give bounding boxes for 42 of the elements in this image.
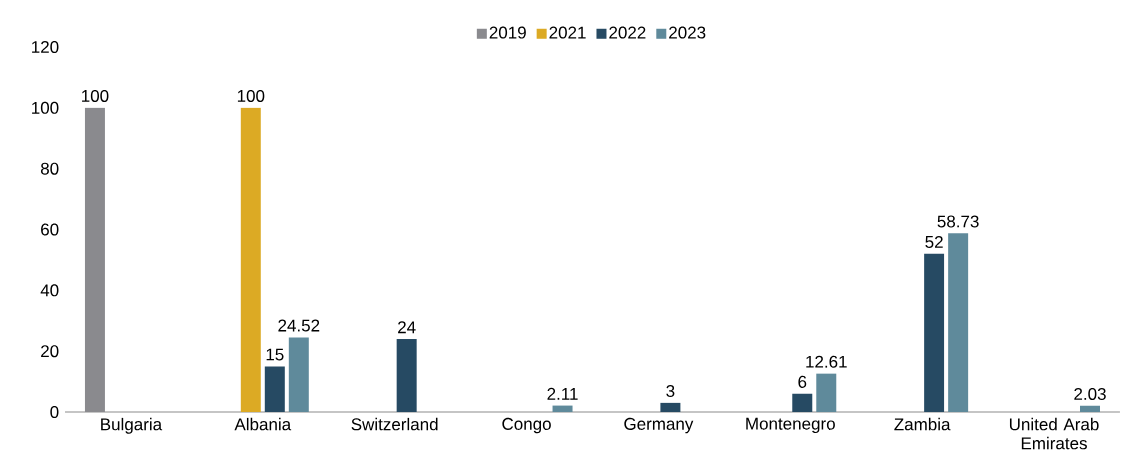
data-label: 12.61 (806, 355, 847, 368)
bar (816, 373, 837, 412)
y-tick-label: 100 (32, 101, 59, 114)
x-tick-label: Montenegro (746, 417, 835, 434)
data-label: 15 (266, 348, 284, 361)
y-tick-label: 40 (40, 284, 59, 297)
bar (264, 366, 285, 412)
legend-label: 2022 (609, 26, 646, 39)
bar (660, 402, 681, 412)
bar (396, 339, 417, 412)
x-tick-label: Congo (502, 417, 551, 434)
x-tick-label: Zambia (894, 417, 951, 431)
bar (552, 405, 573, 412)
data-label: 2.11 (547, 387, 578, 400)
y-tick-label: 0 (50, 405, 59, 419)
x-tick-label: Switzerland (351, 417, 438, 431)
legend-label: 2023 (669, 26, 706, 39)
data-label: 24 (398, 321, 416, 334)
x-tick-label: United Arab Emirates (1009, 417, 1099, 450)
y-tick-label: 120 (32, 40, 59, 54)
legend-label: 2021 (549, 26, 586, 39)
data-label: 3 (666, 384, 675, 398)
x-tick-label: Albania (234, 417, 292, 431)
y-tick-label: 60 (41, 223, 59, 236)
data-label: 2.03 (1074, 387, 1106, 400)
legend-label: 2019 (489, 26, 526, 39)
x-tick-label: Germany (624, 417, 694, 434)
bar (792, 393, 813, 412)
x-tick-label: Bulgaria (101, 417, 163, 434)
bar (288, 337, 309, 412)
bar (1080, 405, 1101, 412)
data-label: 52 (925, 235, 943, 248)
bar (240, 107, 261, 412)
data-label: 6 (798, 375, 807, 388)
y-tick-label: 80 (40, 162, 59, 175)
data-label: 58.73 (937, 215, 979, 228)
data-label: 24.52 (278, 319, 320, 332)
bar (924, 253, 945, 412)
bar (948, 233, 969, 412)
data-label: 100 (237, 89, 265, 102)
y-tick-label: 20 (41, 345, 59, 358)
data-label: 100 (82, 89, 109, 102)
